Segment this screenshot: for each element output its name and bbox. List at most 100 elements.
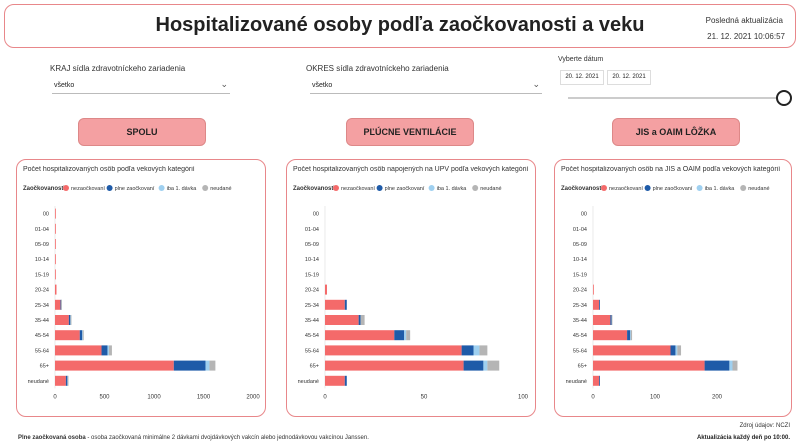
date-to-input[interactable]: 20. 12. 2021 [607,70,651,85]
okres-dropdown-value: všetko [312,82,333,89]
bar-segment[interactable] [61,299,62,310]
bar-segment[interactable] [173,360,206,371]
bar-segment[interactable] [107,345,109,356]
bar-segment[interactable] [67,375,69,386]
bar-segment[interactable] [704,360,730,371]
category-label: 45-54 [305,333,319,339]
bar-segment[interactable] [627,330,631,341]
bar-segment[interactable] [670,345,676,356]
bar-segment[interactable] [68,315,71,325]
legend-item: neudané [210,186,231,192]
bar-segment[interactable] [675,345,678,356]
bar-segment[interactable] [593,315,611,325]
bar-segment[interactable] [473,345,480,356]
legend-item: plne zaočkovaní [653,186,693,192]
category-label: 25-34 [35,303,49,309]
bar-segment[interactable] [479,345,488,356]
bar-segment[interactable] [60,299,62,310]
bar-segment[interactable] [610,315,612,325]
bar-segment[interactable] [404,330,407,341]
kraj-dropdown[interactable]: všetko ⌄ [52,78,230,94]
category-label: neudané [298,379,319,385]
bar-segment[interactable] [406,330,411,341]
footer-note-text: - osoba zaočkovaná minimálne 2 dávkami d… [85,435,369,441]
bar-segment[interactable] [325,375,345,386]
category-label: 65+ [578,364,587,370]
bar-segment[interactable] [677,345,682,356]
bar-segment[interactable] [205,360,210,371]
bar-segment[interactable] [55,299,61,310]
bar-segment[interactable] [325,315,359,325]
category-label: 15-19 [35,272,49,278]
bar-segment[interactable] [82,330,84,341]
date-from-input[interactable]: 20. 12. 2021 [560,70,604,85]
bar-segment[interactable] [55,330,80,341]
bar-segment[interactable] [55,284,57,295]
bar-segment[interactable] [360,315,365,325]
bar-segment[interactable] [593,375,600,386]
bar-segment[interactable] [593,284,594,295]
kraj-dropdown-value: všetko [54,82,75,89]
bar-segment[interactable] [55,223,56,234]
bar-segment[interactable] [325,284,327,295]
bar-segment[interactable] [209,360,216,371]
bar-segment[interactable] [70,315,72,325]
bar-segment[interactable] [55,345,102,356]
legend-item: nezaočkovaní [71,186,105,192]
category-label: 00 [581,212,587,218]
date-slider-handle[interactable] [776,90,792,106]
x-tick-label: 50 [421,394,428,400]
bar-segment[interactable] [358,315,361,325]
bar-segment[interactable] [325,299,345,310]
data-source: Zdroj údajov: NCZI [739,423,790,429]
bar-segment[interactable] [55,375,66,386]
bar-segment[interactable] [487,360,500,371]
category-label: 55-64 [35,348,49,354]
bar-segment[interactable] [55,208,56,219]
bar-segment[interactable] [325,330,395,341]
bar-segment[interactable] [394,330,405,341]
category-label: 10-14 [305,257,319,263]
spolu-button[interactable]: SPOLU [78,118,206,146]
bar-segment[interactable] [593,299,600,310]
bar-segment[interactable] [483,360,488,371]
ventilacie-button[interactable]: PĽÚCNE VENTILÁCIE [346,118,474,146]
legend-item: plne zaočkovaní [115,186,155,192]
bar-segment[interactable] [630,330,633,341]
chart-jis: Zaočkovanosť nezaočkovaní plne zaočkovaní i… [561,185,770,400]
bar-segment[interactable] [729,360,733,371]
date-slider-track[interactable] [568,97,780,99]
legend-swatch [106,185,113,191]
bar-segment[interactable] [461,345,474,356]
bar-segment[interactable] [611,315,613,325]
bar-segment[interactable] [593,345,671,356]
bar-segment[interactable] [325,360,464,371]
okres-filter-label: OKRES sídla zdravotníckeho zariadenia [306,64,449,73]
bar-segment[interactable] [593,330,628,341]
bar-segment[interactable] [55,315,69,325]
bar-segment[interactable] [108,345,112,356]
update-schedule: Aktualizácia každý deň po 10:00. [696,435,790,441]
bar-segment[interactable] [101,345,108,356]
legend-item: nezaočkovaní [341,186,375,192]
bar-segment[interactable] [65,375,68,386]
okres-dropdown[interactable]: všetko ⌄ [310,78,542,94]
jis-oaim-button[interactable]: JIS a OAIM LÔŽKA [612,118,740,146]
category-label: 01-04 [35,227,49,233]
bar-segment[interactable] [325,345,462,356]
bar-segment[interactable] [732,360,738,371]
bar-segment[interactable] [599,375,600,386]
bar-segment[interactable] [55,254,56,265]
bar-segment[interactable] [344,299,347,310]
bar-segment[interactable] [79,330,83,341]
bar-segment[interactable] [82,330,84,341]
bar-segment[interactable] [463,360,484,371]
chevron-down-icon: ⌄ [532,79,540,89]
bar-segment[interactable] [55,360,174,371]
bar-segment[interactable] [344,375,347,386]
bar-segment[interactable] [599,299,600,310]
bar-segment[interactable] [55,239,56,249]
bar-segment[interactable] [630,330,631,341]
bar-segment[interactable] [55,269,56,280]
bar-segment[interactable] [593,360,705,371]
